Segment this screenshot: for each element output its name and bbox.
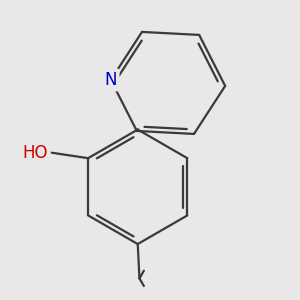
Text: HO: HO [22, 144, 48, 162]
Text: N: N [105, 71, 117, 89]
